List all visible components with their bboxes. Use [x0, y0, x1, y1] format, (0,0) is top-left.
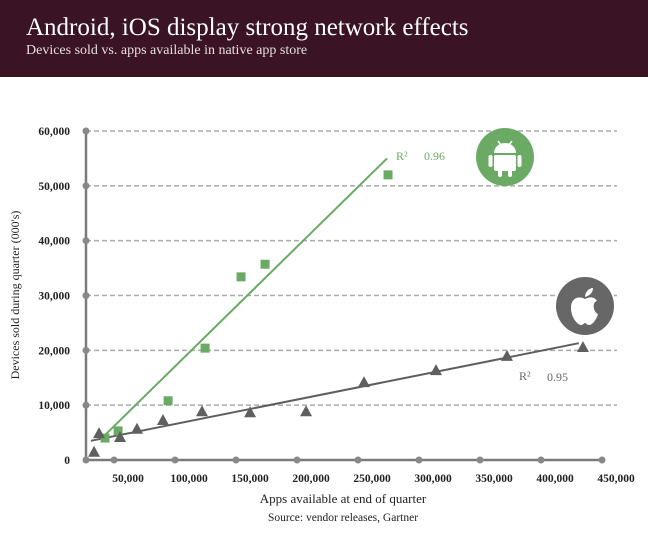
y-tick-label: 10,000: [38, 400, 70, 412]
android-data-point: [260, 259, 270, 269]
ios-data-point: [244, 406, 257, 418]
y-tick-dot: [82, 401, 90, 409]
y-tick-label: 60,000: [38, 126, 70, 138]
source-note: Source: vendor releases, Gartner: [268, 512, 418, 524]
x-tick-dot: [354, 456, 362, 464]
x-tick-label: 400,000: [536, 473, 574, 485]
y-tick-dot: [82, 127, 90, 135]
x-tick-label: 100,000: [170, 473, 208, 485]
x-tick-label: 250,000: [353, 473, 391, 485]
y-tick-label: 50,000: [38, 181, 70, 193]
x-tick-label: 150,000: [231, 473, 269, 485]
x-tick-dot: [293, 456, 301, 464]
ios-data-point: [88, 445, 101, 457]
ios-r2-value: 0.95: [547, 370, 568, 384]
y-tick-dot: [82, 456, 90, 464]
x-tick-label: 200,000: [292, 473, 330, 485]
ios-data-point: [196, 405, 209, 417]
y-tick-label: 20,000: [38, 345, 70, 357]
x-axis-label: Apps available at end of quarter: [260, 491, 427, 506]
android-data-point: [113, 426, 123, 436]
x-tick-dot: [598, 456, 606, 464]
x-tick-dot: [476, 456, 484, 464]
x-tick-dot: [537, 456, 545, 464]
android-logo-icon: [476, 128, 534, 186]
y-tick-dot: [82, 237, 90, 245]
x-tick-dot: [110, 456, 118, 464]
x-tick-label: 300,000: [414, 473, 452, 485]
x-tick-label: 50,000: [112, 473, 144, 485]
y-axis-label: Devices sold during quarter (000's): [8, 211, 22, 380]
chart-subtitle: Devices sold vs. apps available in nativ…: [26, 43, 308, 58]
android-data-point: [383, 170, 393, 180]
ios-data-point: [429, 364, 442, 376]
ios-r2-label: R²: [519, 369, 531, 383]
ios-data-point: [130, 422, 143, 434]
x-tick-dot: [171, 456, 179, 464]
ios-data-point: [300, 405, 313, 417]
ios-trendline: [90, 342, 580, 442]
x-tick-label: 350,000: [475, 473, 513, 485]
x-tick-dot: [232, 456, 240, 464]
android-data-point: [100, 433, 110, 443]
ios-data-point: [93, 427, 106, 439]
y-tick-dot: [82, 346, 90, 354]
y-tick-dot: [82, 292, 90, 299]
y-tick-label: 30,000: [38, 291, 70, 303]
ios-data-point: [114, 430, 127, 442]
android-trendline: [102, 157, 388, 438]
y-tick-label: 0: [64, 455, 70, 467]
ios-data-point: [156, 413, 169, 425]
y-tick-label: 40,000: [38, 236, 70, 248]
x-tick-dot: [415, 456, 423, 464]
y-tick-dot: [82, 182, 90, 190]
ios-data-point: [500, 349, 513, 361]
chart-header: Android, iOS display strong network effe…: [0, 0, 648, 77]
android-r2-value: 0.96: [424, 149, 445, 163]
x-tick-label: 450,000: [597, 473, 635, 485]
ios-data-point: [576, 341, 589, 353]
chart-title: Android, iOS display strong network effe…: [26, 14, 469, 41]
ios-data-point: [358, 376, 371, 388]
android-data-point: [163, 396, 173, 406]
android-data-point: [200, 343, 210, 353]
android-data-point: [236, 272, 246, 282]
apple-logo-icon: [556, 277, 614, 335]
android-r2-label: R²: [396, 149, 408, 163]
